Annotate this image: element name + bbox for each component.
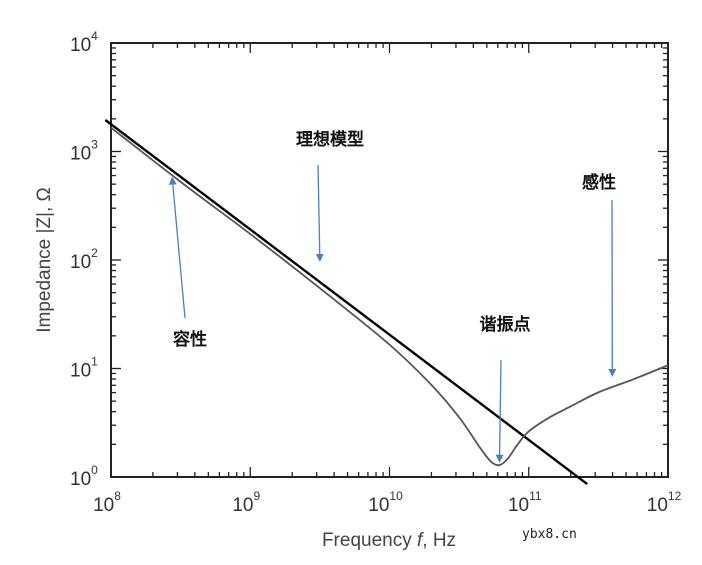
tick-base: 10 [368, 495, 389, 516]
x-tick-label: 1010 [368, 489, 403, 516]
y-tick-label: 102 [70, 246, 98, 273]
plot-frame [110, 42, 669, 478]
tick-exponent: 4 [91, 29, 98, 43]
annotation-label: 理想模型 [296, 129, 364, 150]
tick-exponent: 0 [91, 463, 98, 477]
tick-base: 10 [232, 495, 253, 516]
x-tick-label: 109 [232, 489, 260, 516]
tick-base: 10 [70, 361, 91, 382]
tick-exponent: 12 [668, 489, 682, 503]
tick-exponent: 1 [91, 355, 98, 369]
tick-base: 10 [70, 144, 91, 165]
tick-exponent: 10 [389, 489, 403, 503]
tick-exponent: 8 [114, 489, 121, 503]
axis-ticks [110, 43, 668, 478]
tick-base: 10 [70, 35, 91, 56]
tick-exponent: 11 [529, 489, 542, 503]
annotation-arrow [168, 176, 186, 319]
y-tick-label: 101 [70, 355, 98, 382]
ideal-model-line [104, 119, 588, 486]
tick-exponent: 2 [91, 246, 98, 260]
x-tick-label: 1011 [508, 489, 542, 516]
annotation-label: 感性 [582, 172, 616, 193]
measured-impedance-curve [110, 126, 669, 467]
tick-exponent: 3 [91, 138, 98, 152]
tick-base: 10 [508, 495, 529, 516]
annotation-arrow [495, 359, 504, 463]
tick-base: 10 [70, 252, 91, 273]
annotation-label: 谐振点 [480, 314, 531, 335]
y-tick-label: 103 [70, 138, 98, 165]
tick-base: 10 [70, 469, 91, 490]
x-tick-label: 1012 [647, 489, 682, 516]
y-tick-label: 100 [70, 463, 98, 490]
annotation-label: 容性 [173, 329, 207, 350]
watermark: ybx8.cn [522, 527, 577, 542]
x-axis-label: Frequency f, Hz [322, 530, 456, 551]
tick-base: 10 [647, 495, 668, 516]
y-tick-label: 104 [70, 29, 98, 56]
x-tick-labels: 108 109 1010 1011 1012 [93, 489, 681, 516]
y-axis-label: Impedance |Z|, Ω [34, 187, 55, 333]
tick-exponent: 9 [253, 489, 260, 503]
tick-base: 10 [93, 495, 114, 516]
annotation-arrow [315, 164, 324, 262]
series-layer [104, 119, 669, 486]
x-tick-label: 108 [93, 489, 121, 516]
